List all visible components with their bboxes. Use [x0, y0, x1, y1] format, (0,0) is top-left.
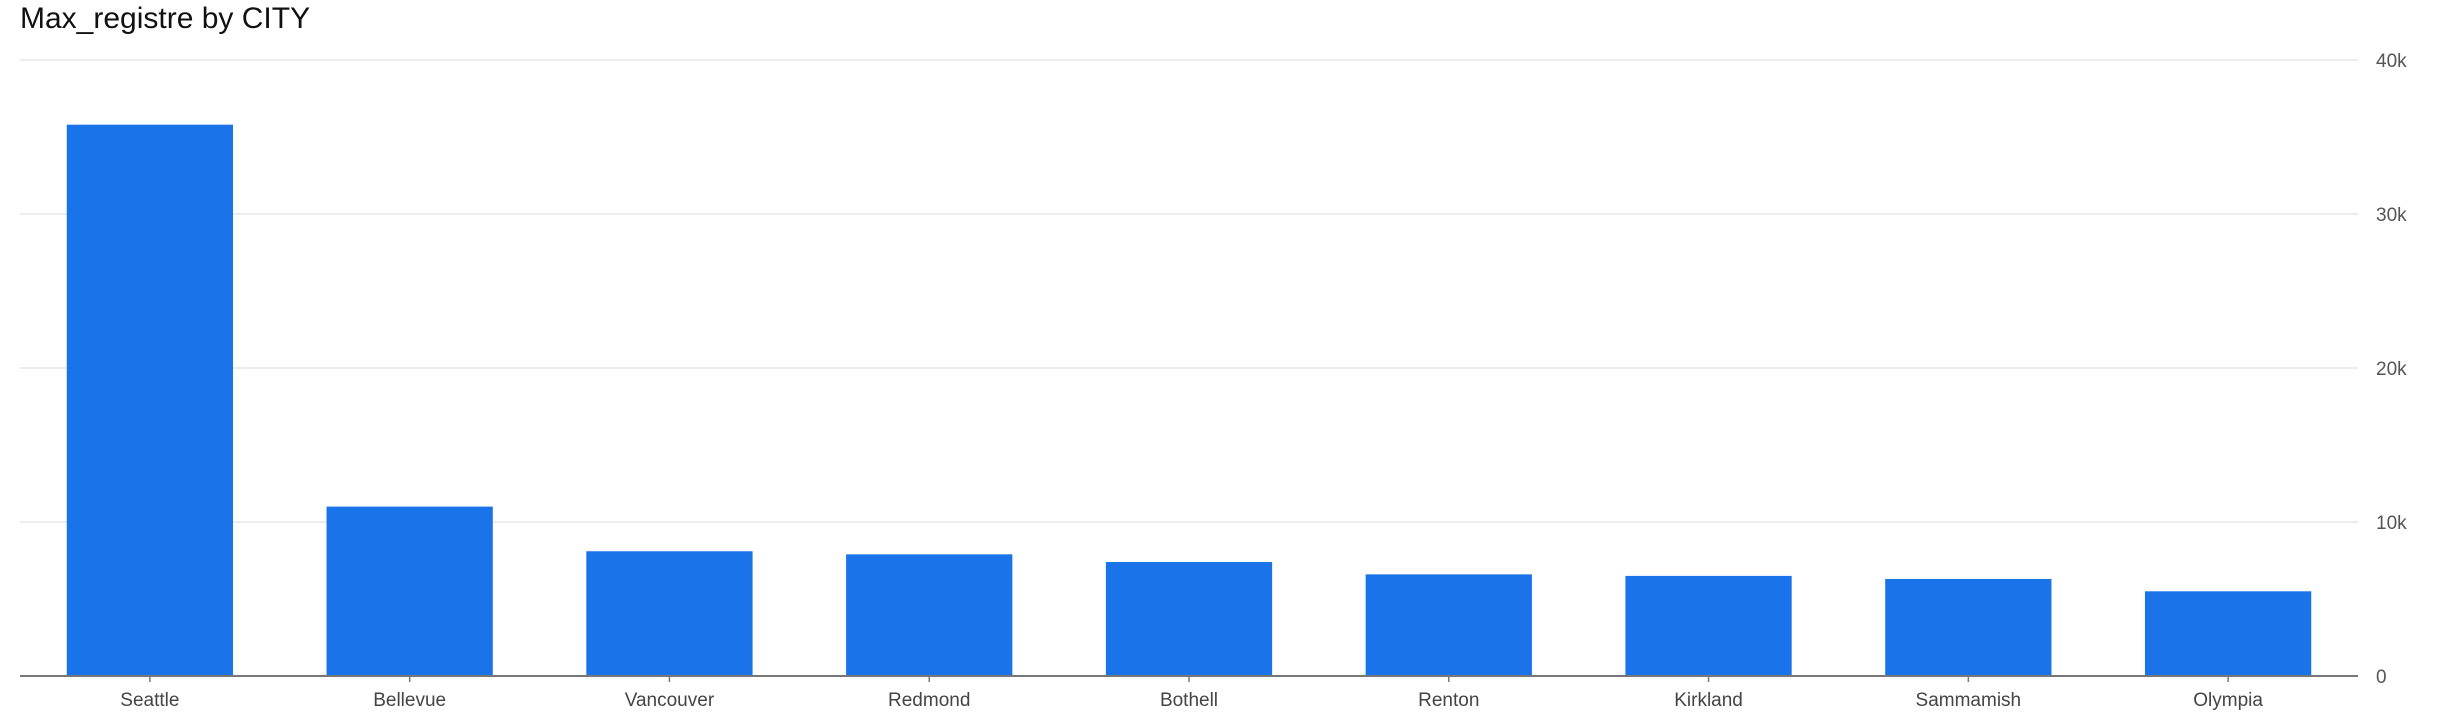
bar-vancouver[interactable]: [586, 551, 753, 676]
x-tick-label: Kirkland: [1674, 690, 1743, 711]
x-tick-label: Bothell: [1160, 690, 1218, 711]
axes: [20, 675, 2358, 682]
bar-redmond[interactable]: [846, 554, 1013, 676]
bars: [66, 124, 2312, 677]
y-tick-label: 0: [2376, 667, 2387, 688]
bar-bellevue[interactable]: [326, 506, 493, 676]
bar-renton[interactable]: [1365, 574, 1532, 676]
x-tick-label: Bellevue: [373, 690, 446, 711]
bar-seattle[interactable]: [66, 124, 234, 677]
bar-sammamish[interactable]: [1885, 578, 2052, 676]
y-tick-label: 20k: [2376, 359, 2407, 380]
labels: 0 10k 20k 30k 40k Seattle Bellevue Vancouver Red…: [120, 51, 2407, 711]
x-tick-label: Olympia: [2193, 690, 2263, 711]
bar-olympia[interactable]: [2144, 591, 2312, 676]
x-tick-label: Vancouver: [625, 690, 715, 711]
grid-lines: [20, 59, 2358, 523]
y-tick-label: 40k: [2376, 51, 2407, 72]
x-tick-label: Renton: [1418, 690, 1479, 711]
bar-kirkland[interactable]: [1625, 575, 1792, 676]
y-tick-label: 10k: [2376, 513, 2407, 534]
x-tick-label: Sammamish: [1916, 690, 2022, 711]
bar-bothell[interactable]: [1105, 562, 1273, 676]
chart-title: Max_registre by CITY: [20, 2, 311, 35]
y-tick-label: 30k: [2376, 205, 2407, 226]
x-tick-label: Seattle: [120, 690, 179, 711]
x-tick-label: Redmond: [888, 690, 970, 711]
